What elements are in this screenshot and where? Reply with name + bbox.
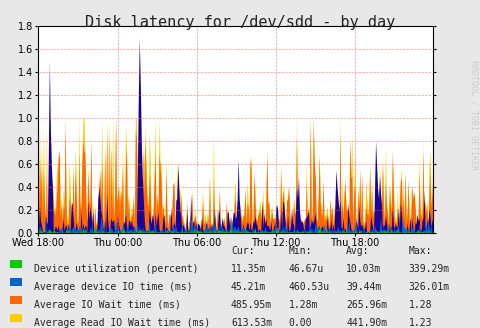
Text: Max:: Max: — [408, 246, 432, 256]
Text: Cur:: Cur: — [230, 246, 254, 256]
Text: 45.21m: 45.21m — [230, 282, 265, 292]
Text: 339.29m: 339.29m — [408, 264, 449, 274]
Text: 613.53m: 613.53m — [230, 318, 271, 328]
Text: 39.44m: 39.44m — [346, 282, 381, 292]
Text: 11.35m: 11.35m — [230, 264, 265, 274]
Text: 46.67u: 46.67u — [288, 264, 323, 274]
Text: 1.28: 1.28 — [408, 300, 432, 310]
Text: RRDTOOL / TOBI OETIKER: RRDTOOL / TOBI OETIKER — [468, 60, 478, 170]
Text: 441.90m: 441.90m — [346, 318, 386, 328]
Text: 10.03m: 10.03m — [346, 264, 381, 274]
Text: 326.01m: 326.01m — [408, 282, 449, 292]
Text: 485.95m: 485.95m — [230, 300, 271, 310]
Text: Min:: Min: — [288, 246, 312, 256]
Text: Disk latency for /dev/sdd - by day: Disk latency for /dev/sdd - by day — [85, 15, 395, 30]
Text: 0.00: 0.00 — [288, 318, 312, 328]
Text: Avg:: Avg: — [346, 246, 369, 256]
Text: 1.23: 1.23 — [408, 318, 432, 328]
Text: Average Read IO Wait time (ms): Average Read IO Wait time (ms) — [34, 318, 209, 328]
Text: Average device IO time (ms): Average device IO time (ms) — [34, 282, 192, 292]
Text: Average IO Wait time (ms): Average IO Wait time (ms) — [34, 300, 180, 310]
Text: 1.28m: 1.28m — [288, 300, 317, 310]
Text: Device utilization (percent): Device utilization (percent) — [34, 264, 198, 274]
Text: 460.53u: 460.53u — [288, 282, 329, 292]
Text: 265.96m: 265.96m — [346, 300, 386, 310]
